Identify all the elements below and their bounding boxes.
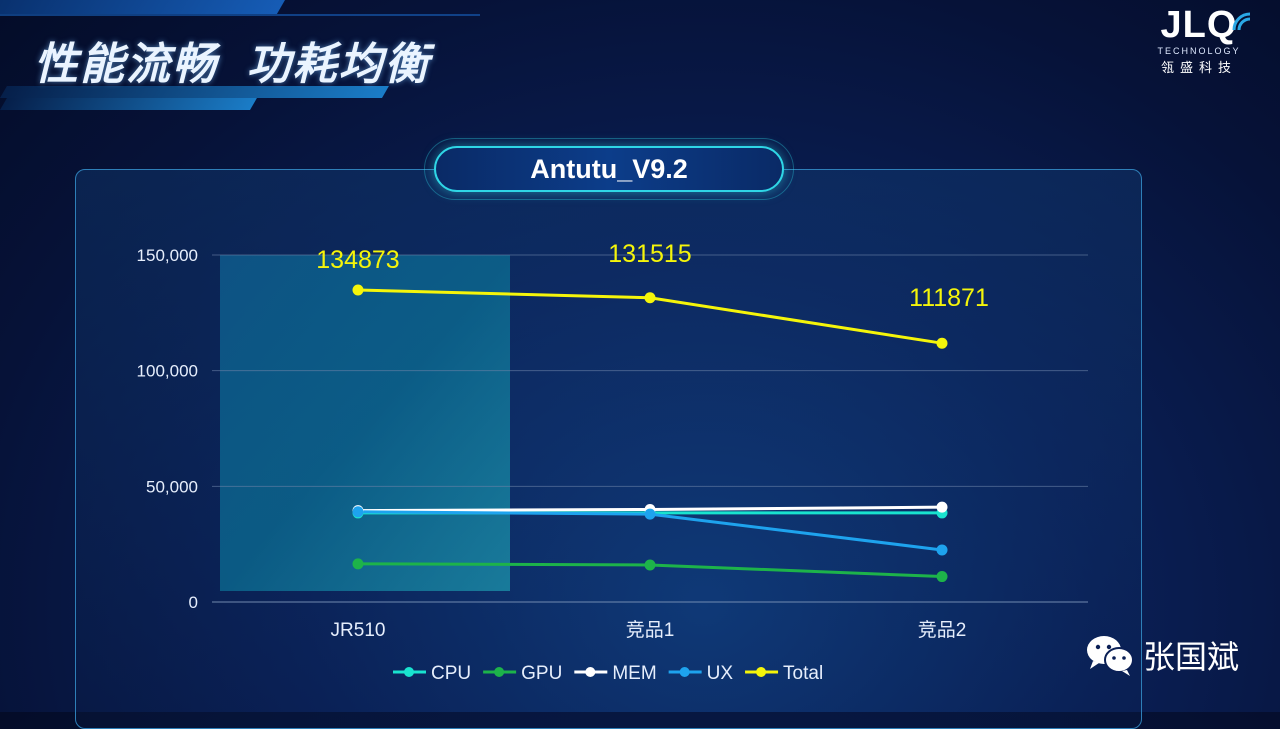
data-point-gpu [352,558,364,570]
signal-wave-icon [1232,12,1251,31]
legend-label: MEM [612,663,656,684]
x-tick-label: 竞品1 [626,619,675,641]
header-decoration-line [0,14,480,16]
legend-label: UX [707,663,734,684]
y-tick-label: 100,000 [137,362,198,381]
data-point-ux [936,544,948,556]
legend-marker-gpu [494,667,505,677]
logo-chinese-name: 瓴盛科技 [1160,60,1237,75]
data-label-total: 134873 [316,246,399,274]
data-point-mem [936,501,948,513]
x-tick-label: JR510 [331,620,386,641]
legend-marker-mem [585,667,596,677]
legend-marker-ux [679,667,690,677]
data-point-ux [644,508,656,520]
logo-tagline: TECHNOLOGY [1157,46,1241,56]
legend-label: CPU [431,663,471,684]
data-point-total [352,284,364,296]
legend-label: Total [783,663,823,684]
watermark-author: 张国斌 [1143,639,1240,675]
x-tick-label: 竞品2 [918,619,967,641]
wechat-icon [1087,636,1134,676]
data-point-total [936,337,948,349]
y-tick-label: 50,000 [146,477,198,496]
legend-label: GPU [521,663,562,684]
data-point-gpu [936,571,948,583]
data-label-total: 111871 [909,284,989,312]
legend-marker-total [756,667,767,677]
highlight-band [220,255,510,591]
page-title: 性能流畅 功耗均衡 [34,40,431,89]
wechat-watermark: 张国斌 [1085,632,1239,678]
legend-marker-cpu [404,667,414,677]
data-point-ux [352,506,364,518]
chart-title: Antutu_V9.2 [434,146,784,192]
data-point-total [644,292,656,304]
company-logo: JLQ TECHNOLOGY 瓴盛科技 [1144,6,1254,76]
data-point-gpu [644,559,656,571]
y-tick-label: 150,000 [137,246,198,265]
y-tick-label: 0 [189,593,198,612]
data-label-total: 131515 [608,240,691,268]
line-chart: 0 50,000 100,000 150,000 JR510 竞品1 竞品2 134873 1… [137,240,1088,684]
chart-title-frame [424,138,794,200]
logo-wordmark: JLQ [1160,4,1238,46]
